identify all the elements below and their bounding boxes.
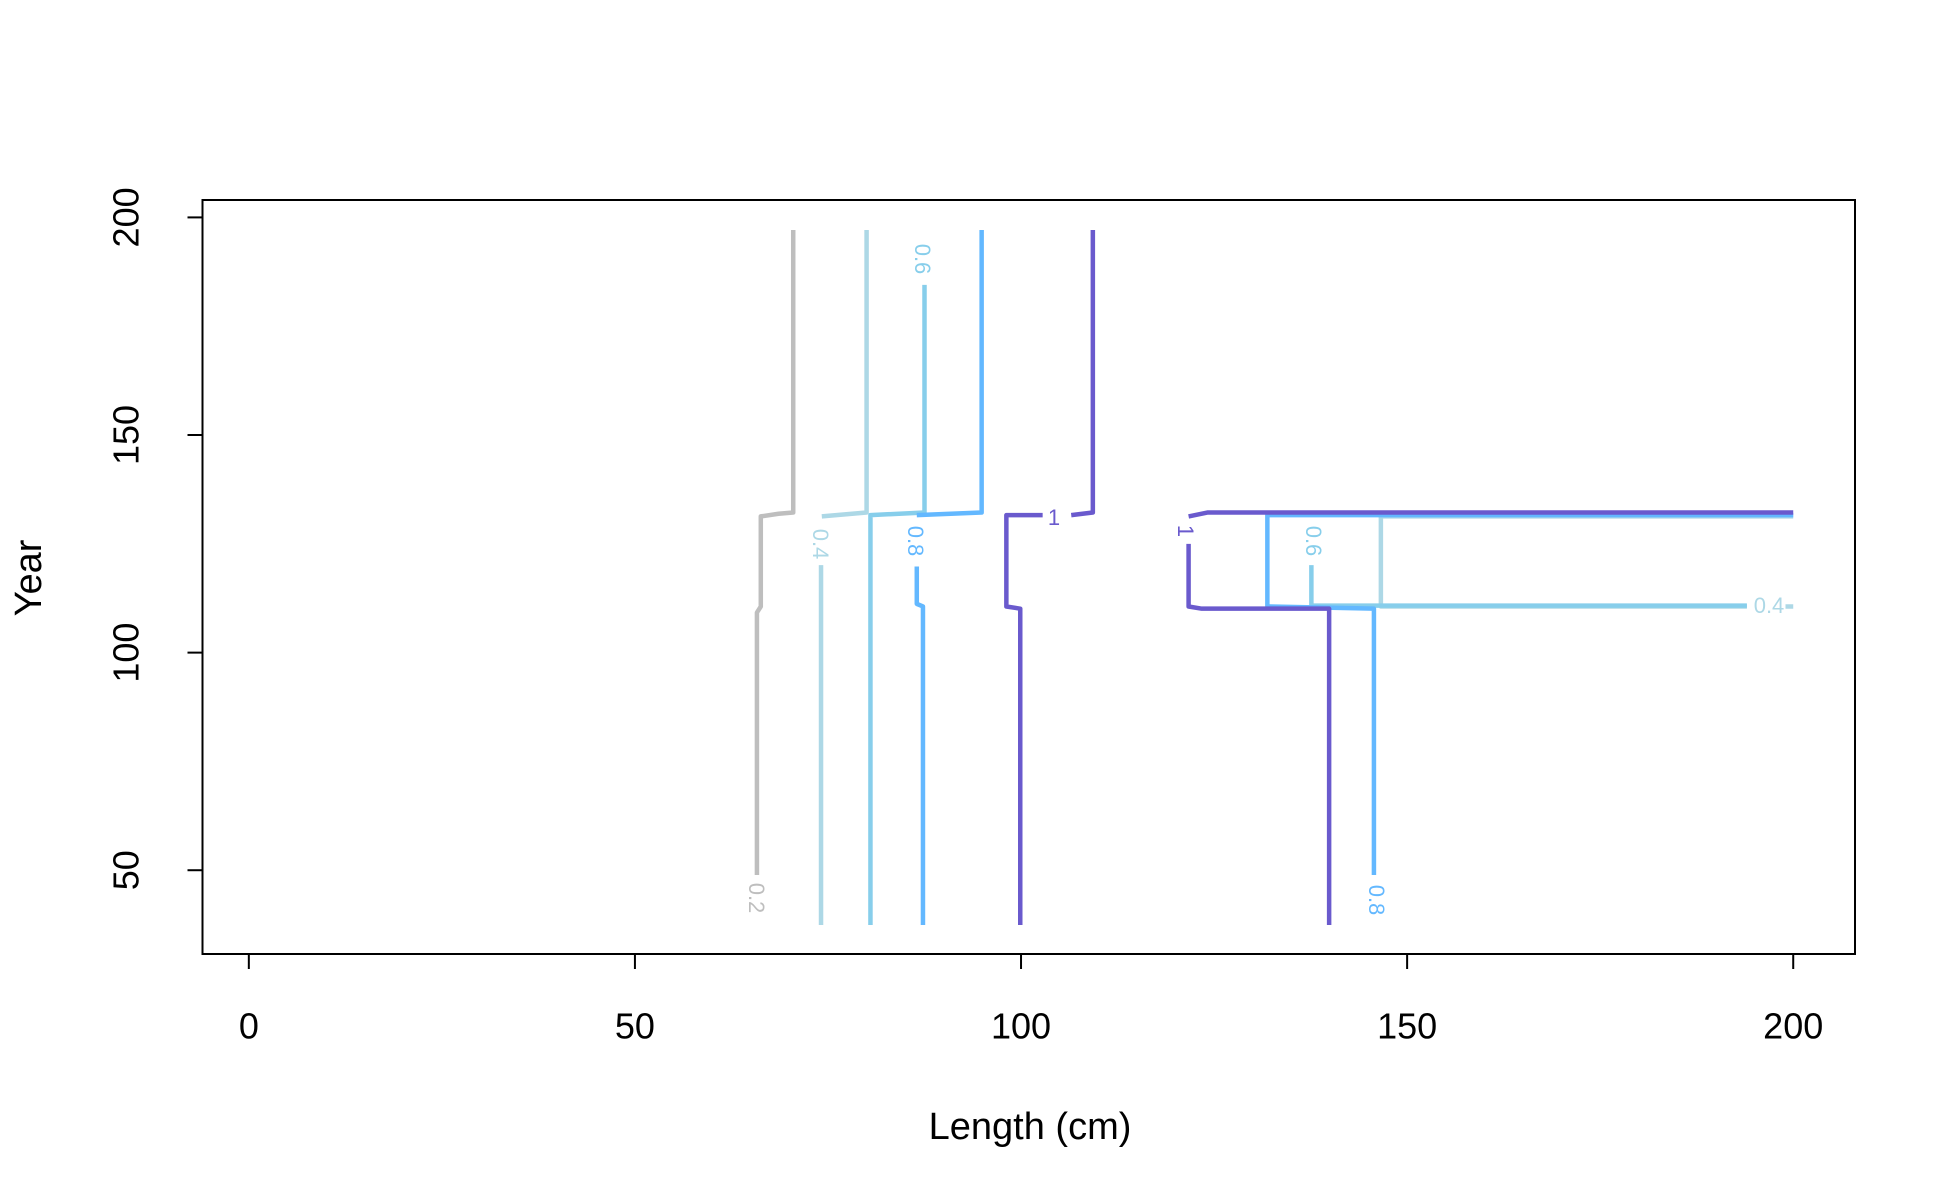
y-axis-title: Year [8,539,50,616]
contour-label: 0.2 [744,883,769,914]
contour-label: 1 [1048,505,1060,530]
x-tick-label: 100 [991,1006,1051,1047]
y-tick-label: 150 [106,405,147,465]
plot-frame [201,199,1856,955]
x-axis-title: Length (cm) [929,1106,1132,1148]
y-tick-label: 50 [106,850,147,890]
contour-label: 0.6 [910,244,935,275]
contour-line [868,284,1747,926]
contour-label: 0.8 [1364,885,1389,916]
contour-label: 1 [1173,525,1198,537]
contour-label: 0.4 [808,529,833,560]
contour-line [754,230,796,876]
x-tick-label: 0 [239,1006,259,1047]
x-tick-label: 150 [1377,1006,1437,1047]
y-tick-label: 100 [106,623,147,683]
contour-label: 0.6 [1301,526,1326,557]
contour-line [818,230,1794,926]
y-tick-label: 200 [106,187,147,247]
contour-line [914,230,1794,926]
contour-label: 0.8 [903,526,928,557]
contour-line [1004,230,1794,926]
x-tick-label: 50 [615,1006,655,1047]
x-tick-label: 200 [1763,1006,1823,1047]
contour-label: 0.4 [1754,593,1785,618]
